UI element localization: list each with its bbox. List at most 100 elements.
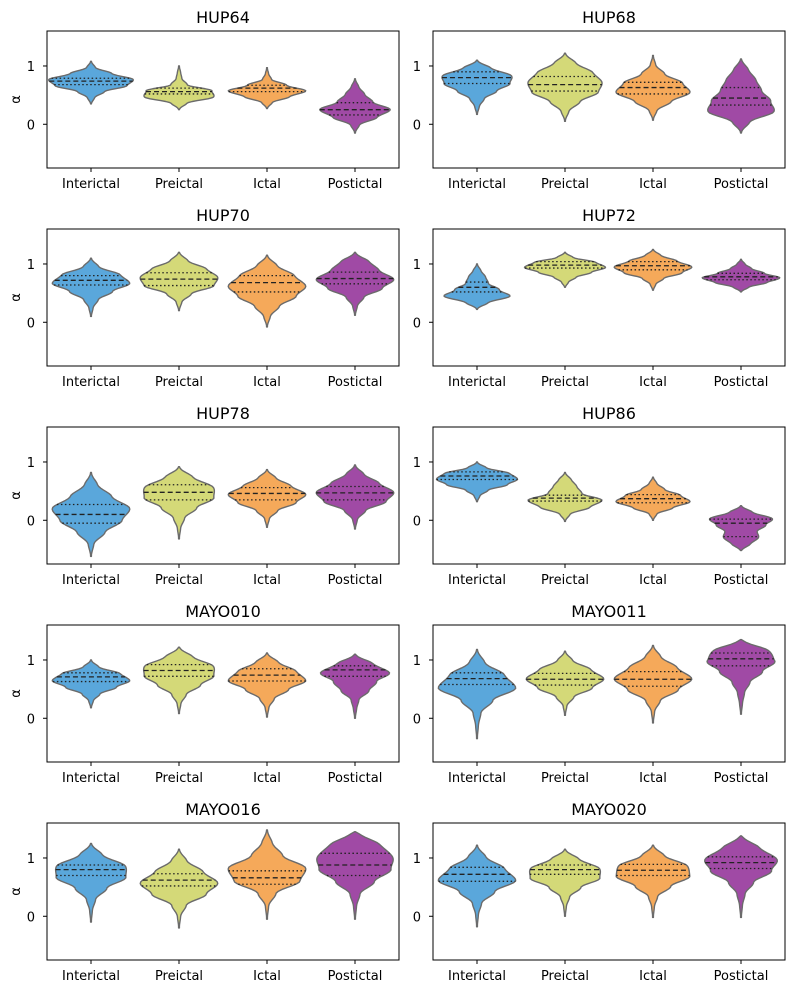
violin-interictal (47, 60, 135, 105)
panel-title: MAYO010 (185, 602, 261, 621)
x-tick-label: Postictal (328, 573, 383, 588)
violin-preictal (143, 65, 215, 111)
x-tick-label: Ictal (253, 375, 281, 390)
panel-title: HUP70 (196, 206, 250, 225)
axes-frame (46, 822, 400, 961)
axes-frame (432, 30, 786, 169)
x-tick-label: Preictal (155, 177, 203, 192)
panel-title: HUP78 (196, 404, 250, 423)
panel-title: HUP68 (582, 8, 636, 27)
violin-preictal (139, 251, 219, 312)
y-axis-label: α (9, 491, 24, 500)
panel-hup64: HUP64 0 1 α Interictal Preictal Ictal Postictal (9, 8, 400, 192)
x-tick-label: Postictal (714, 573, 769, 588)
x-tick-label: Postictal (328, 177, 383, 192)
x-tick-label: Preictal (155, 573, 203, 588)
violin-preictal (142, 646, 216, 715)
x-tick-label: Postictal (328, 969, 383, 984)
axes-frame (432, 426, 786, 565)
y-tick-label: 1 (27, 60, 35, 75)
y-tick-label: 1 (413, 852, 421, 867)
x-tick-label: Preictal (541, 573, 589, 588)
y-tick-label: 0 (413, 514, 421, 529)
y-axis-label: α (9, 689, 24, 698)
x-tick-label: Interictal (448, 177, 506, 192)
panel-hup68: HUP68 0 1 Interictal Preictal Ictal Postictal (413, 8, 786, 192)
x-tick-label: Interictal (62, 573, 120, 588)
x-tick-label: Preictal (541, 771, 589, 786)
panel-title: MAYO011 (571, 602, 647, 621)
violin-postictal (319, 78, 391, 134)
violin-interictal (437, 844, 517, 928)
violin-preictal (528, 848, 602, 917)
x-tick-label: Preictal (155, 375, 203, 390)
x-tick-label: Postictal (714, 771, 769, 786)
x-tick-label: Postictal (714, 375, 769, 390)
axes-frame (46, 426, 400, 565)
violin-interictal (441, 59, 513, 116)
y-axis-label: α (9, 293, 24, 302)
panel-hup72: HUP72 0 1 Interictal Preictal Ictal Postictal (413, 206, 786, 390)
x-tick-label: Preictal (155, 771, 203, 786)
x-tick-label: Ictal (639, 375, 667, 390)
panel-title: MAYO016 (185, 800, 261, 819)
axes-frame (432, 624, 786, 763)
x-tick-label: Interictal (448, 573, 506, 588)
violin-interictal (51, 257, 131, 318)
y-tick-label: 0 (413, 316, 421, 331)
panel-mayo010: MAYO010 0 1 α Interictal Preictal Ictal Postict… (9, 602, 400, 786)
x-tick-label: Ictal (639, 969, 667, 984)
x-tick-label: Interictal (62, 969, 120, 984)
x-tick-label: Ictal (253, 177, 281, 192)
violin-postictal (708, 505, 774, 552)
y-tick-label: 1 (413, 60, 421, 75)
violin-ictal (227, 829, 307, 920)
violin-ictal (613, 644, 693, 724)
y-tick-label: 0 (27, 712, 35, 727)
violin-interictal (54, 842, 128, 923)
y-tick-label: 0 (27, 316, 35, 331)
panel-title: HUP86 (582, 404, 636, 423)
y-tick-label: 0 (413, 712, 421, 727)
violin-postictal (319, 653, 391, 719)
panel-hup86: HUP86 0 1 Interictal Preictal Ictal Postictal (413, 404, 786, 588)
y-axis-label: α (9, 887, 24, 896)
violin-ictal (613, 248, 693, 291)
axes-frame (432, 228, 786, 367)
violin-ictal (227, 468, 307, 528)
violin-interictal (437, 648, 517, 740)
violin-preictal (142, 465, 216, 540)
axes-frame (46, 30, 400, 169)
y-tick-label: 1 (413, 258, 421, 273)
axes-frame (46, 624, 400, 763)
violin-ictal (227, 652, 307, 718)
y-tick-label: 1 (27, 852, 35, 867)
y-axis-label: α (9, 95, 24, 104)
x-tick-label: Ictal (639, 573, 667, 588)
violin-ictal (227, 254, 307, 328)
x-tick-label: Preictal (541, 375, 589, 390)
violin-preictal (525, 650, 605, 717)
x-tick-label: Preictal (541, 969, 589, 984)
x-tick-label: Ictal (639, 771, 667, 786)
x-tick-label: Interictal (62, 177, 120, 192)
violin-postictal (315, 464, 395, 530)
y-tick-label: 0 (27, 910, 35, 925)
panel-title: HUP64 (196, 8, 250, 27)
y-tick-label: 1 (27, 654, 35, 669)
violin-interictal (435, 461, 519, 503)
violin-ictal (227, 67, 307, 110)
panel-title: HUP72 (582, 206, 636, 225)
y-tick-label: 0 (413, 910, 421, 925)
panel-mayo020: MAYO020 0 1 Interictal Preictal Ictal Posticta… (413, 800, 786, 984)
violin-postictal (706, 638, 776, 715)
axes-frame (432, 822, 786, 961)
x-tick-label: Postictal (714, 177, 769, 192)
axes-frame (46, 228, 400, 367)
violin-preictal (527, 52, 603, 123)
violin-postictal (701, 258, 781, 293)
violin-postictal (707, 58, 775, 134)
violin-ictal (615, 844, 691, 919)
panel-hup78: HUP78 0 1 α Interictal Preictal Ictal Postictal (9, 404, 400, 588)
